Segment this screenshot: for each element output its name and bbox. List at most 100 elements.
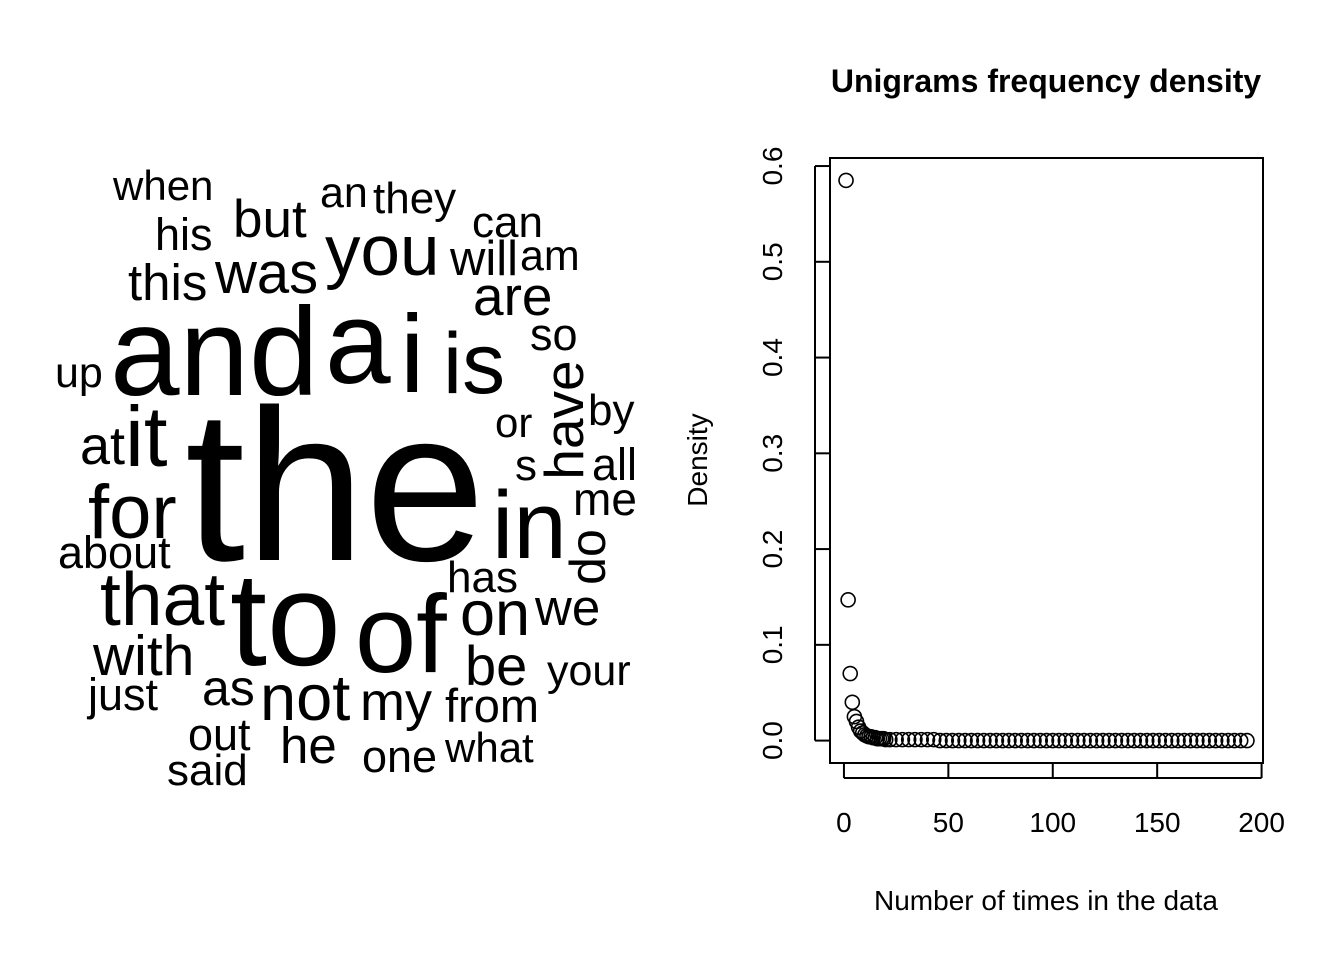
word: am: [520, 232, 580, 280]
point: [1201, 732, 1218, 749]
point: [1151, 732, 1168, 749]
point: [1026, 732, 1042, 749]
word: me: [573, 473, 637, 525]
point: [1032, 732, 1049, 749]
word: just: [86, 669, 159, 720]
point: [913, 731, 930, 748]
x-tick-label: 200: [1238, 807, 1285, 838]
point: [877, 731, 894, 748]
point: [1088, 732, 1105, 749]
point: [838, 172, 854, 189]
word: my: [360, 672, 432, 732]
word: about: [58, 527, 171, 578]
point: [1226, 732, 1243, 749]
x-tick-label: 0: [836, 807, 852, 838]
point: [1070, 732, 1086, 749]
word: out: [188, 709, 251, 760]
point: [1013, 732, 1030, 749]
word: it: [125, 390, 168, 485]
point: [1163, 732, 1180, 749]
point: [932, 732, 948, 749]
word: can: [472, 198, 543, 247]
word: up: [55, 349, 103, 397]
word: we: [534, 579, 600, 636]
point: [907, 731, 923, 748]
point: [1145, 732, 1161, 749]
word: an: [320, 169, 368, 217]
point: [925, 731, 942, 748]
word: you: [325, 212, 439, 291]
word: to: [230, 546, 341, 694]
word: his: [155, 209, 213, 260]
word: from: [445, 679, 539, 732]
word: all: [592, 439, 637, 490]
point: [1038, 732, 1055, 749]
point: [1107, 732, 1124, 749]
point: [840, 592, 856, 608]
point: [976, 732, 992, 749]
point: [844, 694, 861, 711]
plot-frame: [829, 157, 1264, 764]
point: [1063, 732, 1080, 749]
point: [1182, 732, 1199, 749]
word: so: [530, 309, 578, 360]
x-axis-label: Number of times in the data: [874, 885, 1218, 916]
point: [1195, 732, 1211, 749]
point: [1157, 732, 1174, 749]
chart-title: Unigrams frequency density: [831, 63, 1262, 99]
word: will: [449, 232, 518, 286]
point: [919, 731, 936, 748]
point: [1214, 732, 1230, 749]
point: [842, 665, 859, 682]
word: i: [400, 293, 424, 416]
point: [1120, 732, 1136, 749]
word: the: [185, 364, 485, 606]
point: [1019, 732, 1036, 749]
point: [1082, 732, 1099, 749]
point: [938, 732, 955, 749]
y-tick-label: 0.4: [757, 338, 788, 377]
point: [1132, 732, 1149, 749]
word: on: [460, 579, 530, 649]
word: was: [214, 241, 318, 306]
y-tick-label: 0.3: [757, 434, 788, 473]
word: of: [355, 573, 447, 696]
word: for: [88, 470, 177, 555]
point: [1207, 732, 1224, 749]
word: have: [533, 360, 595, 479]
word: but: [233, 190, 307, 249]
point: [1007, 732, 1023, 749]
point: [988, 732, 1005, 749]
word: be: [465, 634, 527, 697]
point: [1220, 732, 1236, 749]
point: [957, 732, 973, 749]
word: is: [443, 316, 505, 412]
x-tick-label: 100: [1029, 807, 1076, 838]
word: that: [100, 557, 225, 641]
point: [900, 731, 917, 748]
y-tick-label: 0.2: [757, 530, 788, 569]
point: [1101, 732, 1117, 749]
point: [1189, 732, 1205, 749]
point: [963, 732, 980, 749]
point: [1095, 732, 1111, 749]
word: one: [362, 731, 437, 782]
word: by: [588, 386, 634, 435]
point: [1044, 732, 1061, 749]
point: [994, 732, 1011, 749]
y-tick-label: 0.1: [757, 625, 788, 664]
point: [1176, 732, 1193, 749]
word: what: [444, 724, 534, 771]
y-axis-label: Density: [682, 413, 713, 506]
point: [1051, 732, 1067, 749]
point: [882, 731, 898, 748]
point: [1232, 732, 1249, 749]
point: [1126, 732, 1143, 749]
point: [982, 732, 998, 749]
word: when: [112, 162, 213, 209]
word: as: [202, 660, 255, 716]
point: [1113, 732, 1130, 749]
word: in: [492, 472, 567, 579]
word: your: [547, 647, 631, 695]
